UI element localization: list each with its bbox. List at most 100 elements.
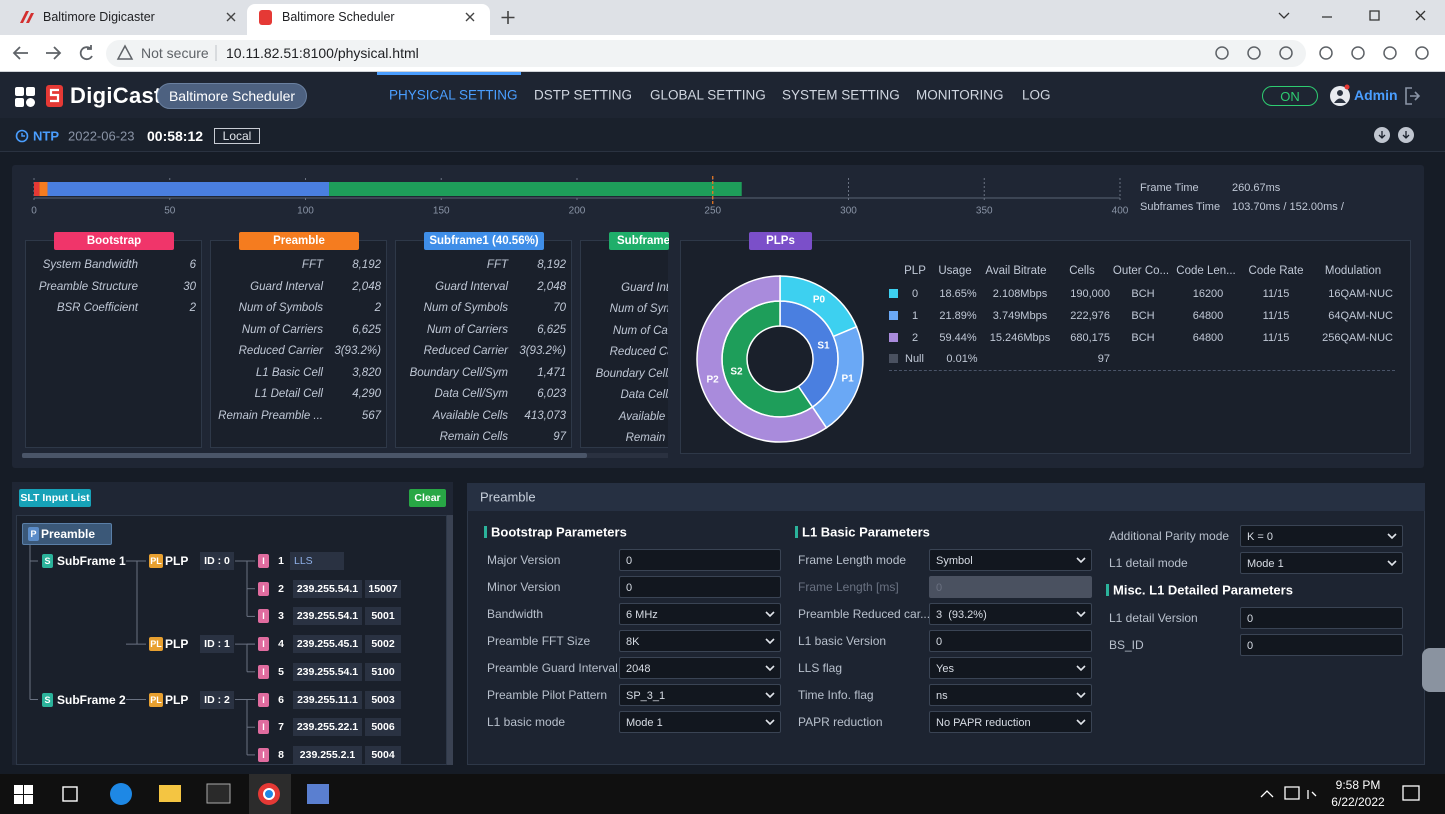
nav-item[interactable]: PHYSICAL SETTING bbox=[389, 87, 518, 103]
input-port[interactable]: 15007 bbox=[365, 579, 401, 598]
input-ip[interactable]: 239.255.54.1 bbox=[293, 579, 362, 598]
select[interactable]: K = 0 bbox=[1240, 525, 1403, 547]
nav-item[interactable]: LOG bbox=[1022, 87, 1051, 103]
node-label[interactable]: SubFrame 2 bbox=[57, 692, 126, 707]
select[interactable]: Mode 1 bbox=[619, 711, 781, 733]
field-label: Preamble Pilot Pattern bbox=[487, 688, 608, 702]
select[interactable]: 3 (93.2%) bbox=[929, 603, 1092, 625]
card-value: 2,048 bbox=[537, 280, 566, 293]
select-chevron bbox=[1076, 719, 1086, 726]
nav-item[interactable]: MONITORING bbox=[916, 87, 1004, 103]
tab-title[interactable]: Baltimore Scheduler bbox=[282, 10, 395, 24]
tray-icons bbox=[1260, 786, 1317, 800]
x-tick-label: 350 bbox=[975, 205, 993, 217]
card-value: 97 bbox=[553, 431, 566, 443]
nav-item[interactable]: GLOBAL SETTING bbox=[650, 87, 766, 103]
card-value: 1,471 bbox=[537, 366, 566, 379]
x-tick-label: 0 bbox=[31, 205, 37, 217]
x-tick-label: 150 bbox=[432, 205, 450, 217]
field-value: 0 bbox=[1247, 640, 1254, 652]
field-value: 6 MHz bbox=[626, 609, 658, 621]
tree-scrollbar bbox=[447, 515, 453, 765]
text-input[interactable]: 0 bbox=[1240, 634, 1403, 656]
field-value: 0 bbox=[1247, 613, 1254, 625]
select[interactable]: 6 MHz bbox=[619, 603, 781, 625]
text-input[interactable]: 0 bbox=[619, 576, 781, 598]
card-label: Guard Interval bbox=[435, 280, 508, 293]
plp-panel-title: PLPs bbox=[749, 232, 812, 250]
select[interactable]: SP_3_1 bbox=[619, 684, 781, 706]
input-ip[interactable]: 239.255.11.1 bbox=[293, 690, 362, 709]
input-ip[interactable]: 239.255.45.1 bbox=[293, 635, 362, 654]
input-port[interactable]: 5006 bbox=[365, 718, 401, 737]
field-label: Additional Parity mode bbox=[1109, 529, 1230, 543]
tab-close bbox=[465, 12, 475, 22]
select[interactable]: No PAPR reduction bbox=[929, 711, 1092, 733]
select[interactable]: Mode 1 bbox=[1240, 552, 1403, 574]
select[interactable]: 8K bbox=[619, 630, 781, 652]
node-badge: I bbox=[258, 581, 269, 596]
status-strip bbox=[0, 118, 1445, 152]
input-ip[interactable]: 239.255.54.1 bbox=[293, 607, 362, 626]
select[interactable]: Symbol bbox=[929, 549, 1092, 571]
table-cell: 16QAM-NUC bbox=[1328, 288, 1393, 300]
text-input[interactable]: 0 bbox=[1240, 607, 1403, 629]
input-ip[interactable]: 239.255.54.1 bbox=[293, 662, 362, 681]
select-chevron bbox=[1076, 557, 1086, 564]
start-button bbox=[24, 795, 33, 804]
root-node[interactable] bbox=[22, 523, 112, 545]
input-port[interactable]: 5003 bbox=[365, 690, 401, 709]
node-label[interactable]: PLP bbox=[165, 692, 189, 707]
node-label[interactable]: SubFrame 1 bbox=[57, 554, 126, 568]
text-input[interactable]: 0 bbox=[619, 549, 781, 571]
clear-button[interactable]: Clear bbox=[409, 489, 446, 507]
avatar bbox=[1334, 90, 1346, 103]
field-label: Preamble FFT Size bbox=[487, 634, 591, 648]
field-label: BS_ID bbox=[1109, 638, 1144, 652]
warning bbox=[116, 44, 134, 60]
plp-swatch bbox=[889, 333, 898, 342]
edge-icon bbox=[110, 783, 132, 805]
card-label: Boundary Cell/Sym bbox=[409, 366, 508, 379]
select-chevron bbox=[765, 611, 775, 618]
security-label: Not secure bbox=[141, 45, 209, 61]
select[interactable]: Yes bbox=[929, 657, 1092, 679]
logo-square bbox=[15, 98, 24, 107]
clock-date: 6/22/2022 bbox=[1331, 795, 1385, 809]
table-cell: 21.89% bbox=[939, 310, 977, 322]
node-label[interactable]: PLP bbox=[165, 637, 189, 652]
tab-title[interactable]: Baltimore Digicaster bbox=[43, 10, 155, 24]
input-name[interactable]: LLS bbox=[290, 552, 344, 570]
nav-item[interactable]: SYSTEM SETTING bbox=[782, 87, 900, 103]
table-header: PLP bbox=[904, 265, 926, 277]
toolbar-icon bbox=[1415, 46, 1429, 60]
field-value: 2048 bbox=[626, 663, 651, 675]
input-port[interactable]: 5004 bbox=[365, 745, 401, 764]
input-port[interactable]: 5001 bbox=[365, 607, 401, 626]
card-value: 6 bbox=[189, 259, 196, 271]
input-port[interactable]: 5002 bbox=[365, 635, 401, 654]
input-ip[interactable]: 239.255.22.1 bbox=[293, 718, 362, 737]
select-chevron bbox=[1076, 692, 1086, 699]
url[interactable]: 10.11.82.51:8100/physical.html bbox=[226, 45, 419, 61]
select[interactable]: 2048 bbox=[619, 657, 781, 679]
select-chevron bbox=[1387, 560, 1397, 567]
select-chevron bbox=[765, 719, 775, 726]
input-ip[interactable]: 239.255.2.1 bbox=[293, 745, 362, 764]
nav-item[interactable]: DSTP SETTING bbox=[534, 87, 633, 103]
field-value: SP_3_1 bbox=[626, 690, 666, 702]
table-header: Code Rate bbox=[1248, 265, 1304, 277]
card-label: Guard Interval bbox=[621, 281, 668, 294]
logo-square bbox=[26, 98, 35, 107]
node-label[interactable]: PLP bbox=[165, 554, 189, 568]
status-toggle[interactable]: ON bbox=[1262, 86, 1318, 106]
slt-button[interactable]: SLT Input List bbox=[19, 489, 91, 507]
toolbar-icon bbox=[1319, 46, 1333, 60]
card-value: 8,192 bbox=[537, 259, 566, 271]
text-input[interactable]: 0 bbox=[929, 630, 1092, 652]
user-name[interactable]: Admin bbox=[1354, 87, 1398, 103]
input-port[interactable]: 5100 bbox=[365, 662, 401, 681]
table-header: Usage bbox=[938, 265, 972, 277]
select[interactable]: ns bbox=[929, 684, 1092, 706]
input-index: 8 bbox=[278, 748, 284, 761]
